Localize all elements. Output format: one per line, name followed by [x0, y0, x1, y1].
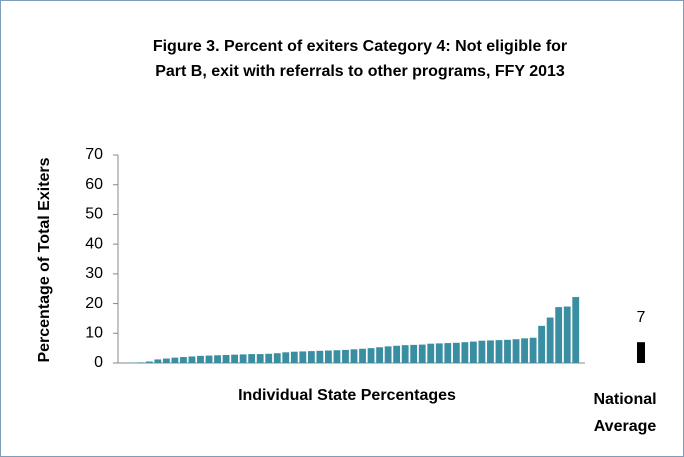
bar — [350, 349, 358, 363]
bar — [487, 340, 494, 363]
bar — [205, 355, 213, 363]
bar — [495, 340, 503, 363]
bar — [316, 350, 324, 363]
bar — [282, 352, 290, 363]
y-tick-label: 40 — [85, 235, 103, 252]
bar — [214, 355, 221, 363]
bar — [188, 356, 196, 363]
bar — [529, 337, 537, 363]
bar — [452, 342, 460, 363]
bar — [290, 351, 298, 363]
bar — [469, 341, 477, 363]
bar — [154, 359, 162, 363]
bar — [504, 339, 511, 363]
bar — [239, 354, 247, 363]
y-tick-label: 50 — [85, 206, 103, 223]
y-tick-label: 20 — [85, 295, 103, 312]
bar — [555, 307, 563, 363]
bar — [180, 357, 187, 363]
x-tick-label: National — [593, 391, 656, 408]
y-tick-label: 70 — [85, 146, 103, 163]
y-tick-label: 0 — [94, 354, 103, 371]
bar — [342, 349, 349, 363]
y-axis-label: Percentage of Total Exiters — [36, 157, 53, 362]
bar — [512, 339, 520, 363]
bar — [197, 355, 204, 363]
bar — [427, 343, 435, 363]
bar — [231, 354, 239, 363]
bar — [384, 346, 392, 363]
bar — [273, 353, 281, 363]
bar — [461, 342, 469, 363]
bar — [333, 350, 341, 363]
y-tick-label: 30 — [85, 265, 103, 282]
bar — [248, 354, 256, 363]
bar — [410, 344, 418, 363]
bar — [418, 344, 426, 363]
x-tick-label: Average — [594, 418, 657, 435]
bar — [401, 345, 409, 363]
bar — [171, 357, 179, 363]
bar — [299, 351, 307, 363]
bar — [393, 345, 401, 363]
bar — [435, 343, 443, 363]
bar — [256, 354, 264, 363]
chart-title: Part B, exit with referrals to other pro… — [155, 63, 565, 80]
bar — [265, 353, 273, 363]
y-tick-label: 60 — [85, 176, 103, 193]
bar — [563, 306, 571, 363]
bar — [538, 325, 546, 363]
y-tick-label: 10 — [85, 325, 103, 342]
bar — [478, 340, 486, 363]
bar — [145, 361, 153, 363]
bar — [376, 347, 383, 363]
bar — [444, 343, 452, 363]
bar — [325, 350, 332, 363]
bar — [359, 348, 366, 363]
chart-title: Figure 3. Percent of exiters Category 4:… — [153, 38, 567, 55]
bar — [222, 354, 230, 363]
bar — [367, 348, 375, 363]
bar — [637, 342, 645, 363]
bar — [162, 358, 170, 363]
bar — [546, 317, 554, 363]
bar — [307, 351, 315, 363]
x-axis-label: Individual State Percentages — [238, 387, 456, 404]
data-label: 7 — [637, 309, 646, 326]
bar — [137, 362, 145, 363]
bar — [572, 297, 580, 363]
bar — [521, 338, 528, 363]
